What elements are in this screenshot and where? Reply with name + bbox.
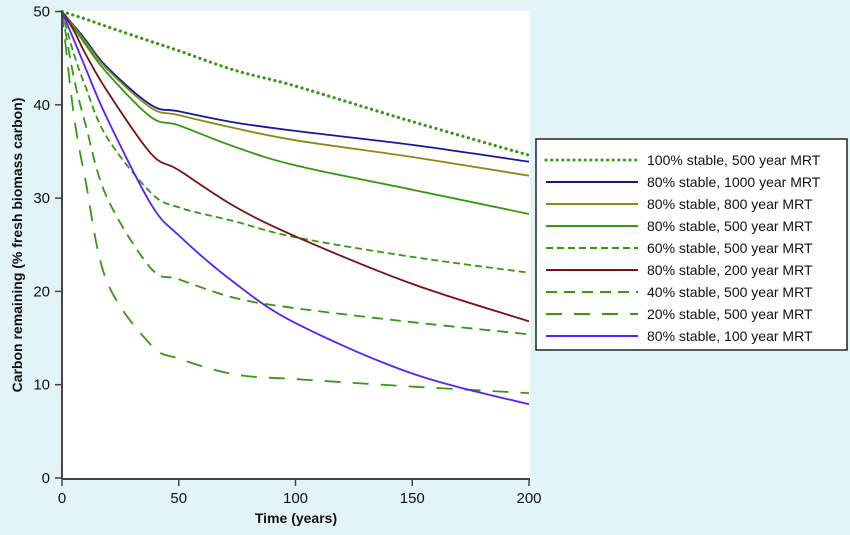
y-tick-label: 20 [33,283,50,300]
y-axis-label: Carbon remaining (% fresh biomass carbon… [9,98,25,393]
y-tick-label: 30 [33,190,50,207]
legend-label: 80% stable, 100 year MRT [647,328,813,344]
legend-label: 60% stable, 500 year MRT [647,240,813,256]
legend-label: 80% stable, 800 year MRT [647,196,813,212]
series-line-6 [61,11,530,323]
series-line-2 [61,10,530,163]
y-tick-label: 50 [33,4,50,21]
x-tick-label: 50 [170,490,187,507]
legend-items: 100% stable, 500 year MRT 80% stable, 100… [544,152,821,344]
y-tick-label: 10 [33,377,50,394]
legend-label: 20% stable, 500 year MRT [647,306,813,322]
series-layer [60,9,531,406]
series-line-8 [61,11,530,394]
series-line-5 [61,11,530,274]
x-tick-label: 150 [400,490,425,507]
legend: 100% stable, 500 year MRT 80% stable, 100… [535,138,848,351]
x-tick-label: 100 [283,490,308,507]
y-tick-label: 0 [42,470,50,487]
plot-area [62,11,530,479]
series-line-9 [61,11,530,406]
x-axis-label: Time (years) [255,510,337,526]
legend-label: 80% stable, 1000 year MRT [647,174,821,190]
series-line-1 [60,9,531,157]
x-tick-label: 0 [58,490,66,507]
legend-label: 100% stable, 500 year MRT [647,152,821,168]
legend-label: 40% stable, 500 year MRT [647,284,813,300]
legend-label: 80% stable, 200 year MRT [647,262,813,278]
series-line-7 [61,11,530,336]
ticks: 0 50 100 150 200 0 10 20 30 40 50 [33,4,541,508]
y-tick-label: 40 [33,97,50,114]
x-tick-label: 200 [516,490,541,507]
series-line-4 [61,10,530,215]
series-line-3 [61,10,530,177]
legend-label: 80% stable, 500 year MRT [647,218,813,234]
